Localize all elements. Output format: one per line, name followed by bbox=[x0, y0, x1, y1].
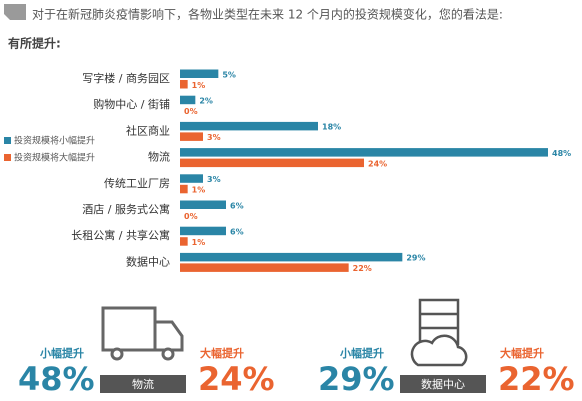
category-label: 写字楼 / 商务园区 bbox=[82, 71, 170, 85]
bar bbox=[180, 226, 226, 236]
bar bbox=[180, 158, 364, 168]
large-value: 22% bbox=[498, 360, 575, 398]
value-label: 2% bbox=[199, 96, 213, 105]
bar bbox=[180, 174, 203, 183]
category-label: 酒店 / 服务式公寓 bbox=[82, 202, 170, 216]
category-box bbox=[100, 375, 186, 393]
large-label: 大幅提升 bbox=[200, 346, 244, 360]
value-label: 1% bbox=[192, 238, 206, 247]
bar bbox=[180, 148, 548, 157]
title-icon bbox=[4, 4, 26, 20]
category-name: 物流 bbox=[132, 377, 154, 391]
small-label: 小幅提升 bbox=[39, 346, 84, 360]
value-label: 0% bbox=[184, 212, 198, 221]
legend-swatch bbox=[4, 137, 11, 144]
bar bbox=[180, 237, 188, 246]
value-label: 18% bbox=[322, 123, 341, 132]
large-value: 24% bbox=[198, 360, 275, 398]
value-label: 48% bbox=[552, 149, 571, 158]
value-label: 0% bbox=[184, 107, 198, 116]
category-box bbox=[400, 375, 486, 393]
value-label: 29% bbox=[406, 254, 425, 263]
value-label: 1% bbox=[192, 81, 206, 90]
legend-label: 投资规模将小幅提升 bbox=[14, 135, 95, 147]
value-label: 1% bbox=[192, 186, 206, 195]
subtitle: 有所提升: bbox=[8, 36, 61, 51]
value-label: 5% bbox=[222, 70, 236, 79]
value-label: 22% bbox=[353, 264, 372, 273]
small-label: 小幅提升 bbox=[339, 346, 384, 360]
large-label: 大幅提升 bbox=[500, 346, 544, 360]
chart-title: 对于在新冠肺炎疫情影响下，各物业类型在未来 12 个月内的投资规模变化，您的看法… bbox=[32, 7, 503, 22]
value-label: 24% bbox=[368, 159, 387, 168]
small-value: 48% bbox=[18, 360, 95, 398]
category-label: 传统工业厂房 bbox=[104, 177, 170, 190]
category-name: 数据中心 bbox=[421, 377, 465, 391]
value-label: 3% bbox=[207, 133, 221, 142]
legend-swatch bbox=[4, 154, 11, 161]
bar bbox=[180, 263, 349, 272]
legend-label: 投资规模将大幅提升 bbox=[14, 152, 95, 164]
server-cloud-icon bbox=[410, 298, 468, 367]
truck-icon bbox=[101, 306, 184, 361]
bar bbox=[180, 80, 188, 89]
bar bbox=[180, 132, 203, 141]
value-label: 3% bbox=[207, 175, 221, 184]
category-label: 物流 bbox=[148, 150, 170, 164]
value-label: 6% bbox=[230, 201, 244, 210]
value-label: 6% bbox=[230, 227, 244, 236]
category-label: 社区商业 bbox=[126, 123, 170, 137]
small-value: 29% bbox=[318, 360, 395, 398]
bar bbox=[180, 252, 403, 262]
category-label: 数据中心 bbox=[126, 254, 170, 268]
bar bbox=[180, 95, 196, 105]
category-label: 购物中心 / 街铺 bbox=[93, 97, 170, 111]
bar bbox=[180, 69, 219, 78]
bar bbox=[180, 200, 226, 209]
bar bbox=[180, 121, 318, 131]
bar bbox=[180, 184, 188, 194]
category-label: 长租公寓 / 共享公寓 bbox=[71, 228, 170, 242]
